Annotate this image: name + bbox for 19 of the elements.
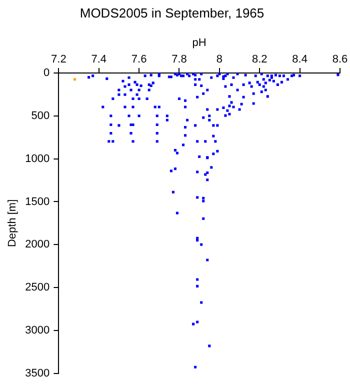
y-tick-label: 1500 [25, 196, 50, 208]
x-tick-label: 7.4 [91, 53, 107, 66]
x-tick-label: 8 [216, 53, 222, 66]
y-tick-label: 3500 [25, 367, 50, 380]
y-tick-label: 0 [44, 67, 50, 80]
x-tick-label: 8.4 [292, 53, 308, 66]
x-tick-label: 7.2 [51, 53, 66, 66]
y-axis-title: Depth [m] [6, 199, 19, 248]
y-tick-label: 3000 [25, 324, 50, 337]
x-tick-label: 7.6 [131, 53, 147, 66]
y-tick-label: 500 [31, 110, 50, 122]
x-axis-title: pH [192, 37, 206, 50]
y-tick-label: 2000 [25, 238, 50, 251]
x-tick-label: 8.2 [252, 53, 268, 66]
y-tick-label: 1000 [25, 152, 50, 165]
chart-title: MODS2005 in September, 1965 [80, 5, 264, 20]
x-tick-label: 8.6 [332, 53, 348, 66]
y-tick-label: 2500 [25, 282, 50, 294]
x-tick-label: 7.8 [172, 53, 187, 66]
